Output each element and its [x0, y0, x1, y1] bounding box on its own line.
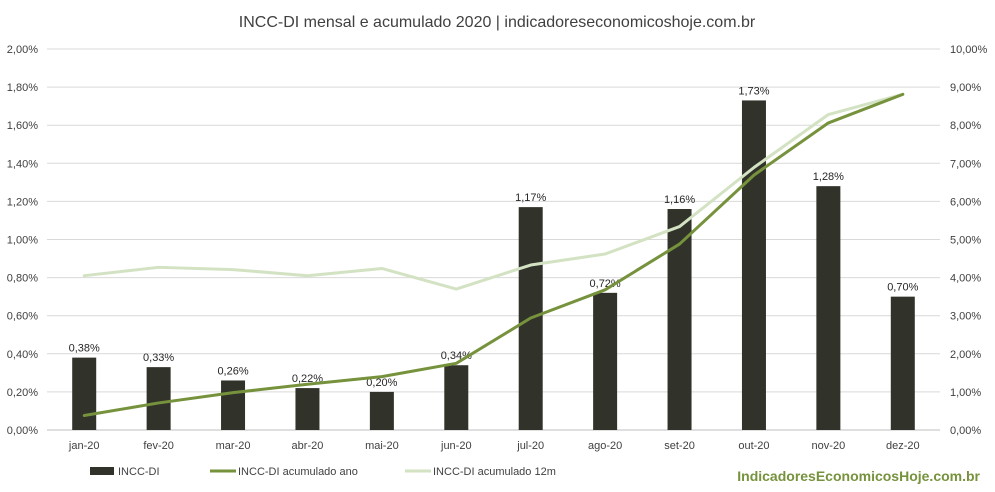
x-axis-tick-label: set-20 — [664, 440, 695, 452]
bar — [593, 292, 618, 430]
left-axis-tick-label: 2,00% — [7, 44, 38, 56]
bar-data-labels: 0,38%0,33%0,26%0,22% 0,20%0,34%1,17%0,72%… — [69, 85, 919, 388]
right-axis-tick-label: 0,00% — [950, 425, 981, 437]
line-series — [82, 92, 905, 418]
line-series-path — [82, 92, 905, 291]
left-axis-ticks: 0,00% 0,20% 0,40% 0,60% 0,80% 1,00% 1,20% 1,40%… — [7, 44, 38, 437]
x-axis-tick-label: jan-20 — [68, 440, 100, 452]
gridlines — [47, 48, 940, 393]
legend-swatch — [90, 467, 114, 475]
bar — [221, 380, 246, 430]
right-axis-tick-label: 3,00% — [950, 311, 981, 323]
x-axis-tick-label: out-20 — [738, 440, 769, 452]
line-series-path — [82, 92, 905, 418]
left-axis-tick-label: 0,20% — [7, 387, 38, 399]
x-axis-tick-label: ago-20 — [588, 440, 622, 452]
x-axis-tick-label: jul-20 — [516, 440, 544, 452]
bar — [890, 296, 915, 430]
x-axis-tick-label: dez-20 — [886, 440, 920, 452]
bar — [741, 100, 766, 430]
x-axis-tick-label: jun-20 — [440, 440, 472, 452]
bar — [295, 388, 320, 430]
right-axis-tick-label: 6,00% — [950, 196, 981, 208]
x-axis-tick-label: mai-20 — [365, 440, 399, 452]
left-axis-tick-label: 1,20% — [7, 196, 38, 208]
right-axis-tick-label: 10,00% — [950, 44, 988, 56]
right-axis-tick-label: 4,00% — [950, 273, 981, 285]
bar-data-label: 1,16% — [664, 194, 695, 206]
left-axis-tick-label: 0,40% — [7, 349, 38, 361]
legend-label: INCC-DI acumulado ano — [238, 466, 358, 478]
watermark: IndicadoresEconomicosHoje.com.br — [737, 468, 980, 484]
x-axis-ticks: jan-20 fev-20 mar-20 abr-20 mai-20 jun-20 jul-… — [68, 440, 920, 452]
right-axis-tick-label: 7,00% — [950, 158, 981, 170]
x-axis-tick-label: nov-20 — [812, 440, 846, 452]
bar-data-label: 0,20% — [366, 377, 397, 389]
bar-data-label: 0,70% — [887, 282, 918, 294]
bar — [72, 357, 97, 430]
x-axis-tick-label: fev-20 — [143, 440, 174, 452]
right-axis-tick-label: 5,00% — [950, 235, 981, 247]
right-axis-tick-label: 9,00% — [950, 82, 981, 94]
x-axis-tick-label: mar-20 — [216, 440, 251, 452]
bar — [444, 365, 469, 430]
bar — [146, 367, 171, 430]
bar-data-label: 1,73% — [738, 85, 769, 97]
bar — [816, 186, 841, 430]
legend: INCC-DI INCC-DI acumulado ano INCC-DI acum… — [90, 466, 556, 478]
bar — [369, 391, 394, 430]
bar — [667, 209, 692, 430]
left-axis-tick-label: 1,60% — [7, 120, 38, 132]
left-axis-tick-label: 0,60% — [7, 311, 38, 323]
legend-label: INCC-DI acumulado 12m — [433, 466, 556, 478]
left-axis-tick-label: 0,80% — [7, 273, 38, 285]
x-axis-tick-label: abr-20 — [292, 440, 324, 452]
left-axis-tick-label: 0,00% — [7, 425, 38, 437]
right-axis-tick-label: 2,00% — [950, 349, 981, 361]
left-axis-tick-label: 1,00% — [7, 235, 38, 247]
bar-data-label: 0,72% — [590, 278, 621, 290]
left-axis-tick-label: 1,80% — [7, 82, 38, 94]
right-axis-ticks: 0,00% 1,00% 2,00% 3,00% 4,00% 5,00% 6,00% 7,00%… — [950, 44, 988, 437]
left-axis-tick-label: 1,40% — [7, 158, 38, 170]
right-axis-tick-label: 8,00% — [950, 120, 981, 132]
legend-label: INCC-DI — [118, 466, 160, 478]
bar-data-label: 0,38% — [69, 343, 100, 355]
bar-data-label: 0,26% — [217, 365, 248, 377]
chart-title: INCC-DI mensal e acumulado 2020 | indica… — [239, 14, 756, 31]
bar-data-label: 1,17% — [515, 192, 546, 204]
bar-data-label: 1,28% — [813, 171, 844, 183]
right-axis-tick-label: 1,00% — [950, 387, 981, 399]
bar-data-label: 0,33% — [143, 352, 174, 364]
